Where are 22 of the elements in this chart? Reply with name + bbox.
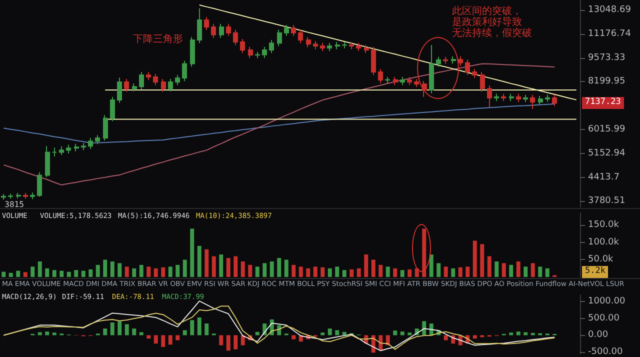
annotation: 是政策利好导致 <box>452 17 522 28</box>
y-tick-label: -500.00 <box>588 346 624 357</box>
y-tick-label: 9573.33 <box>588 52 626 63</box>
y-tick-label: 13048.69 <box>588 4 632 15</box>
y-tick-label: 0.00 <box>588 330 608 340</box>
y-tick-label: 4413.7 <box>588 172 620 182</box>
y-tick-label: 8199.95 <box>588 76 626 87</box>
y-tick-label: 100.0k <box>588 237 620 248</box>
y-tick-label: 500.00 <box>588 313 620 324</box>
annotation: 下降三角形 <box>133 34 183 46</box>
annotation: 此区间的突破， <box>452 6 522 17</box>
y-tick-label: 1000.00 <box>588 296 626 307</box>
y-tick-label: 150.0k <box>588 220 620 230</box>
text: 5.2k <box>582 266 608 278</box>
annotation: 无法持续，假突破 <box>452 28 532 40</box>
y-tick-label: 6015.99 <box>588 124 626 134</box>
text: 7137.23 <box>582 97 624 109</box>
annotation: 3815 <box>4 200 24 210</box>
y-tick-label: 11176.74 <box>588 28 632 39</box>
y-tick-label: 3780.51 <box>588 196 626 206</box>
y-tick-label: 5152.94 <box>588 148 626 158</box>
y-tick-label: 50.0k <box>588 254 614 265</box>
